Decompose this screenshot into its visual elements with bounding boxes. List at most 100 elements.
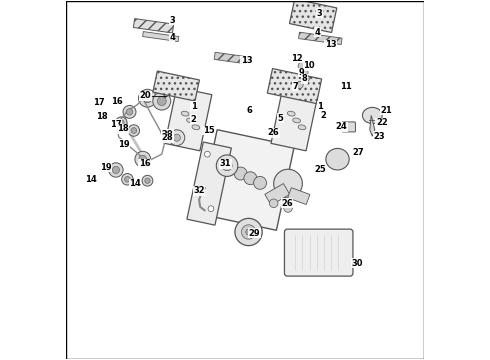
Circle shape: [123, 105, 136, 118]
Text: 6: 6: [246, 105, 252, 114]
Polygon shape: [288, 188, 310, 204]
Text: 31: 31: [220, 159, 231, 168]
Text: 25: 25: [315, 166, 326, 175]
Circle shape: [169, 130, 185, 145]
Polygon shape: [165, 87, 212, 151]
Circle shape: [244, 172, 257, 185]
Circle shape: [139, 155, 147, 163]
Circle shape: [119, 120, 124, 126]
Ellipse shape: [293, 118, 300, 123]
Text: 26: 26: [268, 128, 280, 137]
Text: 19: 19: [118, 140, 129, 149]
Ellipse shape: [192, 125, 200, 130]
Text: 16: 16: [139, 159, 150, 168]
Polygon shape: [199, 130, 294, 230]
Text: 18: 18: [117, 124, 128, 133]
Circle shape: [112, 166, 120, 174]
Text: 22: 22: [376, 118, 388, 127]
Text: 30: 30: [351, 259, 363, 268]
Circle shape: [208, 206, 214, 212]
Text: 5: 5: [278, 114, 284, 123]
Text: 32: 32: [193, 186, 205, 195]
Text: 11: 11: [340, 82, 352, 91]
Circle shape: [122, 174, 133, 185]
Circle shape: [173, 134, 180, 141]
Polygon shape: [271, 87, 318, 151]
Polygon shape: [268, 68, 321, 104]
Ellipse shape: [326, 148, 349, 170]
Circle shape: [304, 76, 310, 81]
Ellipse shape: [187, 118, 195, 123]
FancyBboxPatch shape: [285, 229, 353, 276]
Text: 15: 15: [203, 126, 215, 135]
FancyBboxPatch shape: [342, 122, 355, 132]
Text: 26: 26: [281, 199, 293, 208]
Circle shape: [116, 117, 127, 129]
Polygon shape: [298, 32, 342, 45]
Circle shape: [128, 125, 140, 136]
Text: 29: 29: [248, 229, 260, 238]
Circle shape: [145, 178, 150, 183]
Text: 23: 23: [373, 132, 385, 141]
Text: 9: 9: [298, 68, 304, 77]
Text: 24: 24: [336, 122, 347, 131]
Text: 20: 20: [162, 130, 173, 139]
Text: 4: 4: [169, 33, 175, 42]
Text: 2: 2: [191, 114, 196, 123]
Circle shape: [235, 219, 262, 246]
Ellipse shape: [363, 107, 382, 123]
Text: 21: 21: [381, 105, 392, 114]
Polygon shape: [290, 0, 337, 32]
Circle shape: [204, 151, 210, 157]
Text: 3: 3: [170, 16, 175, 25]
Circle shape: [131, 128, 137, 134]
Text: 13: 13: [325, 40, 337, 49]
Text: 8: 8: [302, 75, 307, 84]
Circle shape: [135, 151, 151, 167]
Text: 13: 13: [241, 57, 252, 66]
Text: 18: 18: [97, 112, 108, 121]
Circle shape: [109, 163, 123, 177]
Circle shape: [254, 176, 267, 189]
Polygon shape: [153, 71, 199, 101]
Circle shape: [216, 155, 238, 176]
Circle shape: [245, 229, 251, 235]
Polygon shape: [187, 142, 231, 225]
Text: 4: 4: [315, 28, 320, 37]
Text: 16: 16: [111, 96, 122, 105]
Circle shape: [157, 96, 166, 105]
Circle shape: [298, 62, 305, 69]
Text: 20: 20: [140, 91, 151, 100]
Circle shape: [143, 94, 152, 103]
Text: 7: 7: [293, 82, 298, 91]
Text: 14: 14: [85, 175, 97, 184]
Polygon shape: [133, 19, 174, 33]
Text: 27: 27: [353, 148, 364, 157]
Circle shape: [284, 204, 293, 212]
Text: 12: 12: [291, 54, 302, 63]
Circle shape: [153, 92, 171, 110]
Text: 1: 1: [318, 102, 323, 111]
Text: 10: 10: [303, 62, 315, 71]
Polygon shape: [143, 32, 179, 41]
Polygon shape: [265, 184, 290, 205]
Circle shape: [139, 89, 156, 107]
Circle shape: [222, 161, 232, 171]
Text: 28: 28: [162, 133, 173, 142]
Ellipse shape: [287, 111, 295, 116]
Polygon shape: [214, 52, 247, 64]
Text: 17: 17: [93, 98, 104, 107]
Circle shape: [270, 199, 278, 208]
Circle shape: [302, 69, 308, 75]
Text: 14: 14: [129, 179, 141, 188]
Text: 1: 1: [191, 102, 196, 111]
Circle shape: [126, 109, 133, 115]
Text: 2: 2: [320, 111, 326, 120]
Circle shape: [274, 169, 302, 198]
Ellipse shape: [298, 125, 306, 130]
Circle shape: [242, 225, 256, 239]
Ellipse shape: [181, 111, 189, 116]
Polygon shape: [370, 116, 375, 136]
Circle shape: [124, 176, 130, 182]
Circle shape: [234, 167, 247, 180]
